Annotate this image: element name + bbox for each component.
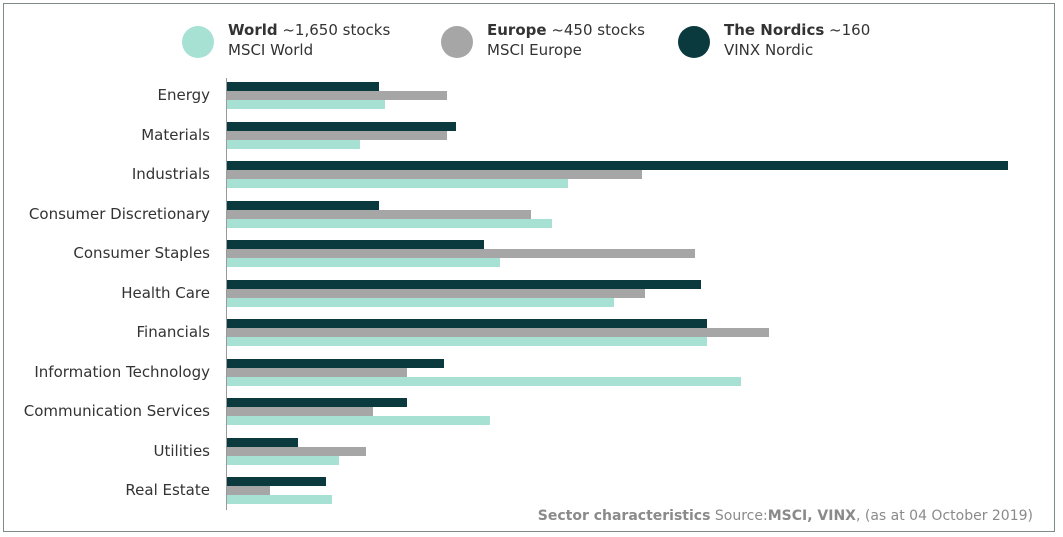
category-label-consumer-staples: Consumer Staples: [73, 244, 210, 262]
legend-world-name: World: [228, 21, 278, 39]
bar-information-technology-series-1: [227, 367, 407, 377]
bar-utilities-series-0: [227, 437, 298, 447]
bar-health-care-series-2: [227, 297, 614, 307]
y-axis-line: [226, 78, 227, 510]
bar-industrials-series-0: [227, 161, 1008, 170]
bar-health-care-series-1: [227, 288, 645, 298]
bar-energy-series-2: [227, 100, 385, 109]
category-label-financials: Financials: [136, 323, 211, 341]
bar-energy-series-1: [227, 91, 447, 100]
category-label-industrials: Industrials: [131, 165, 210, 183]
bar-consumer-discretionary-series-1: [227, 209, 531, 219]
legend-nordics-count: ~160: [824, 21, 871, 39]
source-date: , (as at 04 October 2019): [855, 508, 1033, 524]
category-label-energy: Energy: [157, 86, 210, 104]
bar-communication-services-series-1: [227, 407, 373, 416]
category-label-health-care: Health Care: [121, 283, 210, 302]
bar-consumer-staples-series-2: [227, 258, 500, 267]
legend-world-index: MSCI World: [228, 41, 314, 59]
chart-frame: [3, 3, 1055, 532]
legend-europe-count: ~450 stocks: [546, 21, 645, 39]
bar-materials-series-2: [227, 139, 360, 149]
bar-energy-series-0: [227, 82, 379, 91]
bar-real-estate-series-1: [227, 486, 270, 495]
bar-health-care-series-0: [227, 279, 701, 289]
legend-nordics-swatch: [678, 26, 710, 58]
bar-consumer-staples-series-0: [227, 240, 484, 249]
bar-financials-series-0: [227, 319, 707, 328]
category-label-consumer-discretionary: Consumer Discretionary: [28, 204, 210, 223]
bar-materials-series-1: [227, 130, 447, 140]
bar-industrials-series-2: [227, 179, 568, 188]
category-label-materials: Materials: [141, 125, 210, 144]
category-label-utilities: Utilities: [153, 441, 210, 460]
category-label-communication-services: Communication Services: [23, 402, 210, 420]
legend-europe-name: Europe: [487, 21, 547, 39]
source-name: MSCI, VINX: [767, 508, 856, 524]
legend-europe-swatch: [441, 26, 473, 58]
source-prefix: Source:: [714, 508, 768, 524]
legend-world: World ~1,650 stocks MSCI World: [182, 20, 390, 60]
category-label-information-technology: Information Technology: [34, 362, 210, 381]
legend-nordics-index: VINX Nordic: [724, 41, 814, 59]
bar-financials-series-2: [227, 337, 707, 346]
legend-world-count: ~1,650 stocks: [277, 21, 391, 39]
bar-information-technology-series-0: [227, 358, 444, 368]
legend-world-swatch: [182, 26, 214, 58]
bar-utilities-series-2: [227, 455, 339, 465]
legend-nordics-name: The Nordics: [724, 21, 825, 39]
bar-industrials-series-1: [227, 170, 642, 179]
bar-consumer-staples-series-1: [227, 249, 695, 258]
bar-communication-services-series-2: [227, 416, 490, 425]
bar-information-technology-series-2: [227, 376, 741, 386]
bar-communication-services-series-0: [227, 398, 407, 407]
chart-source: Sector characteristics Source:MSCI, VINX…: [538, 508, 1033, 524]
bar-materials-series-0: [227, 121, 456, 131]
bar-real-estate-series-0: [227, 477, 326, 486]
bar-real-estate-series-2: [227, 495, 332, 504]
legend-europe: Europe ~450 stocks MSCI Europe: [441, 20, 645, 60]
bar-consumer-discretionary-series-2: [227, 218, 552, 228]
chart-title: Sector characteristics: [537, 508, 711, 524]
bar-financials-series-1: [227, 328, 769, 337]
bar-consumer-discretionary-series-0: [227, 200, 379, 210]
category-label-real-estate: Real Estate: [125, 481, 210, 499]
legend-europe-index: MSCI Europe: [487, 41, 582, 59]
legend-nordics: The Nordics ~160 VINX Nordic: [678, 20, 870, 60]
bar-utilities-series-1: [227, 446, 366, 456]
